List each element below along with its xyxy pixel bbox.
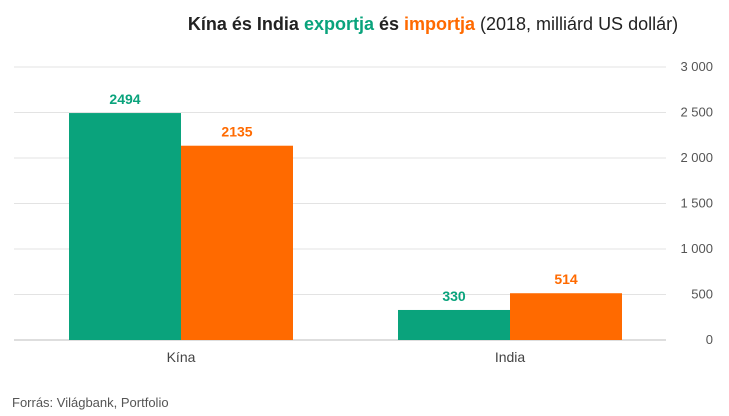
- title-mid: és: [373, 14, 404, 34]
- data-label: 514: [554, 271, 578, 287]
- y-tick-label: 0: [706, 332, 713, 347]
- chart-title: Kína és India exportja és importja (2018…: [0, 14, 729, 35]
- x-category-label: India: [495, 349, 526, 365]
- bar-export: [69, 113, 181, 341]
- y-tick-label: 3 000: [680, 59, 713, 74]
- y-tick-label: 500: [691, 287, 713, 302]
- x-category-label: Kína: [167, 349, 196, 365]
- title-parenthetical: (2018, milliárd US dollár): [475, 14, 679, 34]
- y-tick-label: 1 000: [680, 241, 713, 256]
- title-export-word: exportja: [303, 14, 374, 34]
- title-import-word: importja: [404, 14, 476, 34]
- bar-export: [398, 309, 510, 340]
- data-label: 2494: [109, 91, 140, 107]
- y-tick-label: 2 000: [680, 150, 713, 165]
- bar-import: [181, 145, 293, 340]
- title-main: Kína és India: [187, 14, 304, 34]
- bar-import: [510, 293, 622, 340]
- y-tick-label: 2 500: [680, 105, 713, 120]
- y-tick-label: 1 500: [680, 196, 713, 211]
- source-note: Forrás: Világbank, Portfolio: [12, 395, 169, 410]
- data-label: 330: [442, 288, 466, 304]
- data-label: 2135: [221, 124, 252, 140]
